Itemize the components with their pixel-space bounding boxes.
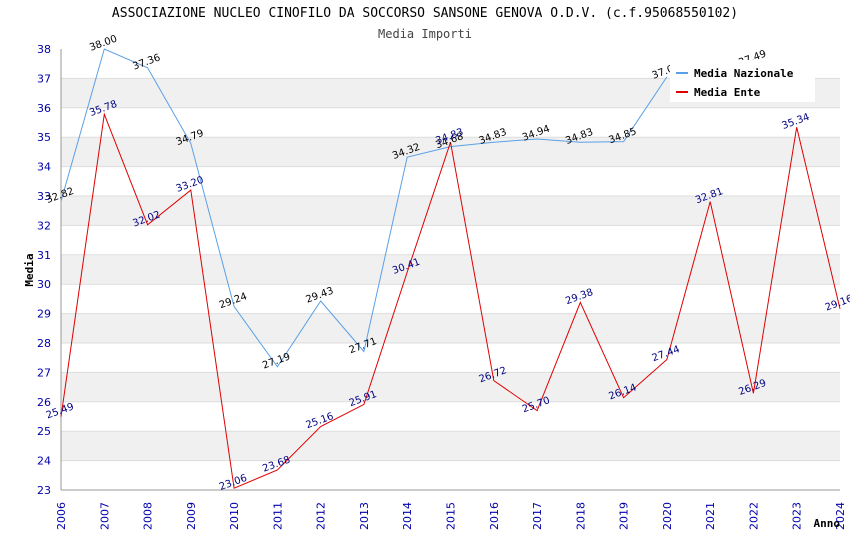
grid-band xyxy=(61,372,840,402)
y-tick-label: 37 xyxy=(37,72,51,85)
series-lines xyxy=(60,49,841,489)
y-tick-label: 24 xyxy=(37,455,51,468)
series-line-2 xyxy=(60,112,841,489)
x-tick-label: 2010 xyxy=(228,502,241,530)
grid-band xyxy=(61,401,840,432)
grid-band xyxy=(61,225,840,255)
y-tick-label: 25 xyxy=(37,425,51,438)
grid-band xyxy=(61,196,840,226)
y-tick-label: 35 xyxy=(37,131,51,144)
y-tick-label: 32 xyxy=(37,219,51,232)
legend-box xyxy=(670,60,815,102)
x-tick-label: 2022 xyxy=(747,502,760,530)
y-tick-label: 33 xyxy=(37,190,51,203)
grid-band xyxy=(61,107,840,138)
x-tick-label: 2018 xyxy=(574,502,587,530)
grid-bands xyxy=(61,49,840,491)
legend-entry: Media Ente xyxy=(694,86,761,99)
grid-band xyxy=(61,343,840,373)
y-tick-label: 30 xyxy=(37,278,51,291)
x-tick-label: 2006 xyxy=(55,502,68,530)
chart-subtitle: Media Importi xyxy=(378,27,472,41)
axes: 23 24 25 26 27 28 29 30 31 32 33 34 35 36 37 38 2006 2007… xyxy=(23,43,847,530)
grid-band xyxy=(61,460,840,490)
x-tick-label: 2015 xyxy=(445,502,458,530)
y-tick-label: 34 xyxy=(37,161,51,174)
grid-band xyxy=(61,313,840,343)
y-tick-label: 26 xyxy=(37,396,51,409)
y-tick-label: 27 xyxy=(37,366,51,379)
x-tick-label: 2019 xyxy=(618,502,631,530)
grid-band xyxy=(61,254,840,285)
x-tick-label: 2023 xyxy=(791,502,804,530)
y-tick-label: 29 xyxy=(37,308,51,321)
legend-entry: Media Nazionale xyxy=(694,67,794,80)
x-tick-label: 2014 xyxy=(401,502,414,530)
y-tick-label: 31 xyxy=(37,249,51,262)
x-axis-title: Anno xyxy=(814,517,841,530)
legend: Media Nazionale Media Ente xyxy=(670,60,815,102)
y-tick-label: 36 xyxy=(37,102,51,115)
chart-title: ASSOCIAZIONE NUCLEO CINOFILO DA SOCCORSO… xyxy=(111,6,739,21)
x-tick-label: 2009 xyxy=(185,502,198,530)
x-tick-label: 2024 xyxy=(834,502,847,530)
x-tick-label: 2020 xyxy=(661,502,674,530)
y-tick-label: 23 xyxy=(37,484,51,497)
x-tick-label: 2008 xyxy=(142,502,155,530)
x-tick-label: 2013 xyxy=(358,502,371,530)
y-tick-label: 28 xyxy=(37,337,51,350)
x-tick-label: 2011 xyxy=(271,502,284,530)
x-tick-label: 2021 xyxy=(704,502,717,530)
grid-band xyxy=(61,431,840,461)
grid-band xyxy=(61,284,840,314)
y-axis-title: Media xyxy=(23,253,36,286)
y-tick-label: 38 xyxy=(37,43,51,56)
x-tick-label: 2012 xyxy=(315,502,328,530)
x-tick-label: 2007 xyxy=(98,502,111,530)
x-tick-label: 2017 xyxy=(531,502,544,530)
x-tick-label: 2016 xyxy=(488,502,501,530)
